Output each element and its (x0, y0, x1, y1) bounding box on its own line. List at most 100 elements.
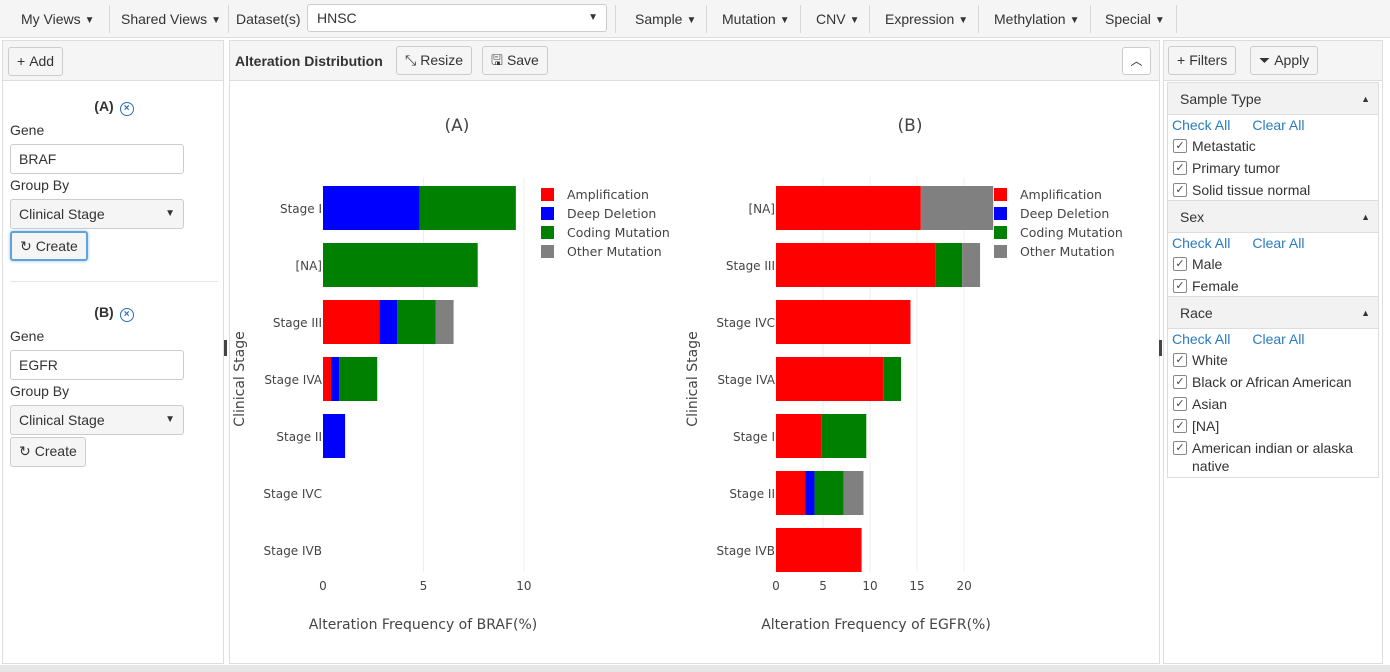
sample-type-title: Sample Type (1180, 91, 1262, 107)
checkbox-checked-icon[interactable]: ✓ (1173, 279, 1187, 293)
race-option[interactable]: ✓ [NA] (1168, 415, 1378, 437)
legend-label: Amplification (567, 187, 649, 202)
checkbox-checked-icon[interactable]: ✓ (1173, 183, 1187, 197)
filters-button[interactable]: + Filters (1168, 46, 1237, 75)
methylation-menu[interactable]: Methylation ▼ (994, 0, 1080, 38)
menu-divider (109, 5, 110, 33)
sample-type-option[interactable]: ✓ Solid tissue normal (1168, 179, 1378, 201)
bar-segment (821, 414, 867, 458)
group-by-select-b[interactable]: Clinical Stage ▼ (10, 405, 184, 435)
check-clear-row: Check All Clear All (1168, 233, 1378, 253)
x-axis-label: Alteration Frequency of BRAF(%) (309, 617, 538, 633)
race-header[interactable]: Race ▲ (1168, 297, 1378, 329)
check-clear-row: Check All Clear All (1168, 115, 1378, 135)
bar-segment (776, 528, 862, 572)
legend-swatch (541, 245, 554, 258)
add-button-label: Add (29, 53, 55, 69)
x-tick-label: 15 (909, 579, 924, 593)
add-button[interactable]: + Add (8, 47, 64, 76)
caret-down-icon: ▼ (849, 15, 860, 26)
block-a-title: (A) × (3, 98, 225, 116)
create-button-a[interactable]: ↻ Create (10, 231, 88, 261)
chart-panel-header: Alteration Distribution ⤡ Resize 🖫 Save ︿ (230, 41, 1159, 81)
race-option[interactable]: ✓ American indian or alaska native (1168, 437, 1378, 477)
checkbox-checked-icon[interactable]: ✓ (1173, 139, 1187, 153)
remove-circle-icon[interactable]: × (119, 102, 134, 116)
x-tick-label: 0 (772, 579, 780, 593)
clear-all-link[interactable]: Clear All (1252, 235, 1305, 251)
option-label: White (1192, 352, 1228, 368)
option-label: Metastatic (1192, 138, 1256, 154)
gene-input-a[interactable]: BRAF (10, 144, 184, 174)
dataset-label: Dataset(s) (236, 11, 301, 27)
create-button-b[interactable]: ↻ Create (10, 437, 86, 467)
mutation-menu[interactable]: Mutation ▼ (722, 0, 790, 38)
sample-type-option[interactable]: ✓ Metastatic (1168, 135, 1378, 157)
race-filter: Race ▲ Check All Clear All ✓ White ✓ Black o… (1167, 296, 1379, 478)
y-axis-label: Clinical Stage (685, 331, 701, 426)
category-label: Stage IVC (716, 316, 775, 330)
x-tick-label: 20 (956, 579, 971, 593)
resize-button[interactable]: ⤡ Resize (396, 46, 472, 75)
top-menu-bar: My Views ▼ Shared Views ▼ Dataset(s) HNSC ▼… (0, 0, 1390, 38)
sex-option[interactable]: ✓ Male (1168, 253, 1378, 275)
checkbox-checked-icon[interactable]: ✓ (1173, 419, 1187, 433)
sex-option[interactable]: ✓ Female (1168, 275, 1378, 297)
my-views-menu[interactable]: My Views ▼ (21, 0, 95, 38)
clear-all-link[interactable]: Clear All (1252, 117, 1305, 133)
clear-all-link[interactable]: Clear All (1252, 331, 1305, 347)
bar-segment (397, 300, 436, 344)
check-all-link[interactable]: Check All (1172, 331, 1231, 347)
checkbox-checked-icon[interactable]: ✓ (1173, 353, 1187, 367)
gene-input-b[interactable]: EGFR (10, 350, 184, 380)
race-option[interactable]: ✓ Black or African American (1168, 371, 1378, 393)
legend-swatch (541, 207, 554, 220)
race-option[interactable]: ✓ Asian (1168, 393, 1378, 415)
sample-menu[interactable]: Sample ▼ (635, 0, 696, 38)
bar-segment (323, 300, 380, 344)
checkbox-checked-icon[interactable]: ✓ (1173, 397, 1187, 411)
bar-segment (379, 300, 398, 344)
dataset-select[interactable]: HNSC ▼ (307, 4, 607, 32)
option-label: Asian (1192, 396, 1228, 412)
special-menu[interactable]: Special ▼ (1105, 0, 1165, 38)
group-by-value-a: Clinical Stage (19, 206, 105, 222)
group-by-select-a[interactable]: Clinical Stage ▼ (10, 199, 184, 229)
menu-divider (800, 5, 801, 33)
cnv-menu[interactable]: CNV ▼ (816, 0, 859, 38)
apply-button[interactable]: ⏷ Apply (1250, 46, 1319, 75)
sample-menu-label: Sample (635, 11, 683, 27)
left-splitter-handle[interactable] (224, 340, 227, 356)
sex-header[interactable]: Sex ▲ (1168, 201, 1378, 233)
chart-panel: Alteration Distribution ⤡ Resize 🖫 Save ︿ … (229, 40, 1160, 664)
check-clear-row: Check All Clear All (1168, 329, 1378, 349)
sample-type-option[interactable]: ✓ Primary tumor (1168, 157, 1378, 179)
race-option[interactable]: ✓ White (1168, 349, 1378, 371)
collapse-button[interactable]: ︿ (1122, 47, 1151, 75)
check-all-link[interactable]: Check All (1172, 117, 1231, 133)
checkbox-checked-icon[interactable]: ✓ (1173, 375, 1187, 389)
checkbox-checked-icon[interactable]: ✓ (1173, 257, 1187, 271)
refresh-icon: ↻ (19, 443, 31, 459)
legend-label: Coding Mutation (567, 225, 670, 240)
checkbox-checked-icon[interactable]: ✓ (1173, 441, 1187, 455)
collapse-triangle-icon: ▲ (1361, 94, 1370, 104)
expression-menu-label: Expression (885, 11, 955, 27)
category-label: [NA] (748, 202, 775, 216)
shared-views-menu[interactable]: Shared Views ▼ (121, 0, 221, 38)
bar-segment (339, 357, 378, 401)
remove-circle-icon[interactable]: × (119, 308, 134, 322)
bar-segment (920, 186, 994, 230)
caret-down-icon: ▼ (84, 15, 95, 26)
legend-label: Other Mutation (1020, 244, 1115, 259)
x-tick-label: 0 (319, 579, 327, 593)
save-button[interactable]: 🖫 Save (482, 46, 548, 75)
category-label: Stage II (276, 430, 322, 444)
special-menu-label: Special (1105, 11, 1151, 27)
checkbox-checked-icon[interactable]: ✓ (1173, 161, 1187, 175)
right-splitter-handle[interactable] (1159, 340, 1162, 356)
sample-type-header[interactable]: Sample Type ▲ (1168, 83, 1378, 115)
block-divider (10, 281, 218, 282)
check-all-link[interactable]: Check All (1172, 235, 1231, 251)
expression-menu[interactable]: Expression ▼ (885, 0, 968, 38)
